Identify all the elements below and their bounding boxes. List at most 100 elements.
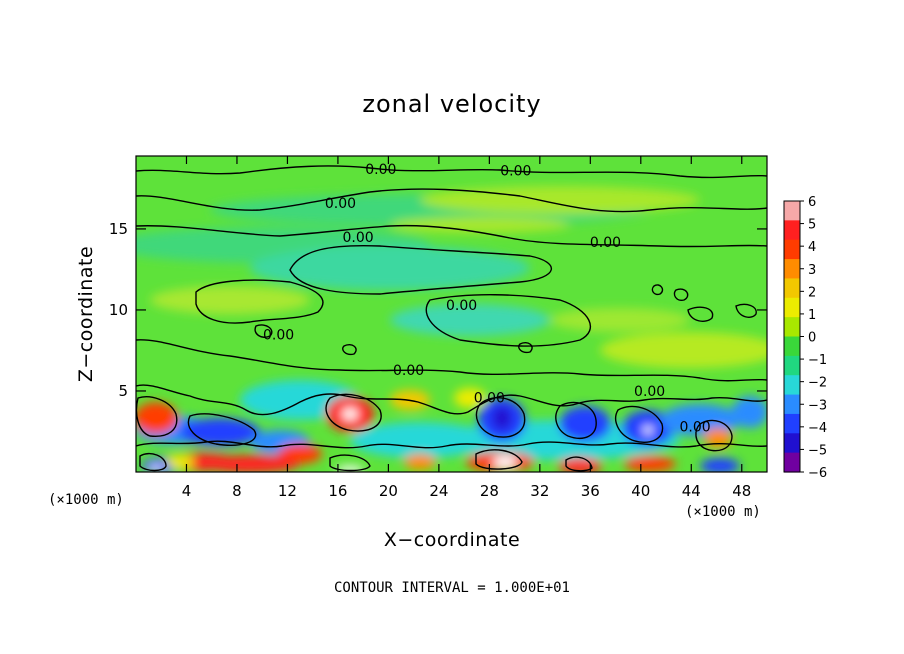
x-tick-label: 36	[581, 482, 600, 500]
colorbar-tick-label: 0	[808, 331, 816, 346]
contour-line	[136, 396, 178, 437]
contour-line	[139, 452, 167, 472]
y-axis-label: Z−coordinate	[75, 246, 97, 382]
colorbar-swatch	[784, 433, 800, 454]
contour-line	[136, 188, 767, 213]
contour-line	[651, 284, 664, 296]
field-blob	[624, 456, 676, 472]
colorbar-tick-label: 5	[808, 218, 816, 233]
y-tick-label: 5	[118, 382, 128, 400]
x-tick-label: 32	[530, 482, 549, 500]
colorbar-tick-label: −1	[808, 353, 827, 368]
field-blob	[643, 426, 653, 434]
contour-line	[329, 454, 371, 472]
colorbar-swatch	[784, 375, 800, 396]
contour-line	[475, 449, 523, 470]
contour-labels: 0.00 0.00 0.00 0.00 0.00 0.00 0.00 0.00 0.00 0.00…	[263, 162, 711, 436]
x-tick-label: 20	[379, 482, 398, 500]
contour-line	[254, 324, 273, 338]
contour-line	[136, 339, 767, 382]
heatmap-field	[136, 186, 767, 472]
colorbar-tick-label: 1	[808, 308, 816, 323]
x-axis-ticks: 4 8 12 16 20 24 28 32 36 40 44 48	[182, 156, 751, 500]
colorbar-tick-label: −4	[808, 421, 827, 436]
colorbar-tick-label: 2	[808, 285, 816, 300]
contour-label: 0.00	[590, 235, 621, 251]
x-tick-label: 8	[232, 482, 242, 500]
x-tick-label: 28	[480, 482, 499, 500]
field-blob	[342, 408, 358, 420]
contour-label: 0.00	[325, 196, 356, 212]
colorbar-tick-label: −3	[808, 398, 827, 413]
contour-line	[136, 384, 767, 416]
colorbar-swatch	[784, 336, 800, 357]
contour-line	[425, 294, 592, 347]
colorbar-swatch	[784, 413, 800, 434]
contour-interval-footer: CONTOUR INTERVAL = 1.000E+01	[334, 580, 570, 596]
x-axis-label: X−coordinate	[384, 529, 520, 551]
x-tick-label: 40	[631, 482, 650, 500]
contour-label: 0.00	[634, 384, 665, 400]
field-blob	[250, 246, 530, 290]
plot-area: 0.00 0.00 0.00 0.00 0.00 0.00 0.00 0.00 0.00 0.00…	[136, 156, 767, 472]
colorbar-swatch	[784, 259, 800, 280]
contour-line	[342, 344, 357, 356]
colorbar: 6 5 4 3 2 1 0 −1 −2 −3 −4 −5 −6	[783, 195, 827, 481]
contour-label: 0.00	[446, 298, 477, 314]
field-blob	[600, 332, 767, 368]
colorbar-swatch	[784, 278, 800, 299]
field-blob	[493, 456, 517, 468]
field-blob	[492, 406, 512, 430]
field-blob	[454, 388, 486, 408]
contour-line	[565, 456, 593, 472]
contour-line	[289, 244, 552, 295]
contour-line	[518, 342, 533, 354]
field-blob	[550, 308, 690, 332]
contour-line	[687, 306, 714, 322]
x-tick-label: 4	[182, 482, 192, 500]
contour-line	[735, 303, 757, 318]
contour-label: 0.00	[679, 420, 710, 436]
colorbar-tick-label: 3	[808, 263, 816, 278]
field-blob	[700, 458, 740, 472]
contour-lines	[136, 165, 767, 472]
colorbar-swatch	[784, 297, 800, 318]
contour-line	[555, 401, 597, 439]
contour-line	[195, 279, 324, 324]
contour-label: 0.00	[263, 327, 294, 343]
colorbar-swatch	[784, 201, 800, 221]
contour-line	[136, 165, 767, 179]
contour-line	[673, 288, 689, 302]
field-blob	[559, 406, 611, 442]
colorbar-swatch	[784, 317, 800, 338]
x-tick-label: 12	[278, 482, 297, 500]
field-blob	[350, 422, 490, 458]
plot-frame	[135, 155, 768, 473]
contour-label: 0.00	[343, 230, 374, 246]
x-tick-label: 44	[682, 482, 701, 500]
field-blob	[390, 217, 570, 233]
contour-label: 0.00	[500, 164, 531, 180]
field-blob	[732, 396, 767, 428]
contour-label: 0.00	[365, 162, 396, 178]
colorbar-swatch	[784, 239, 800, 260]
field-blob	[166, 455, 194, 469]
contour-line	[187, 413, 257, 446]
contour-line	[325, 393, 382, 432]
field-blob	[150, 465, 162, 471]
field-blob	[136, 402, 178, 434]
x-tick-label: 24	[429, 482, 448, 500]
y-tick-label: 15	[109, 220, 128, 238]
colorbar-swatch	[784, 220, 800, 241]
x-unit-left: (×1000 m)	[48, 492, 124, 508]
y-tick-label: 10	[109, 301, 128, 319]
contour-label: 0.00	[474, 390, 505, 406]
field-blob	[404, 454, 436, 470]
chart-title: zonal velocity	[362, 90, 541, 118]
x-tick-label: 16	[328, 482, 347, 500]
y-axis-ticks: 5 10 15	[109, 220, 767, 400]
field-blob	[660, 404, 740, 436]
contour-line	[475, 396, 526, 438]
x-unit-right: (×1000 m)	[685, 504, 761, 520]
